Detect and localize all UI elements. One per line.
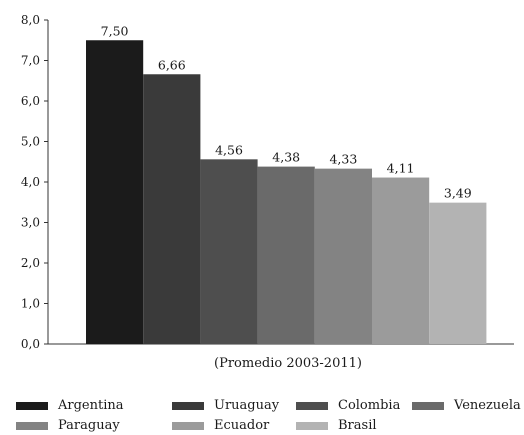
bar-argentina <box>86 40 144 344</box>
bar-colombia <box>200 159 258 344</box>
bar-value-label: 4,11 <box>387 161 415 176</box>
y-tick-label: 3,0 <box>21 216 40 230</box>
value-labels-group: 7,50 6,66 4,56 4,38 4,33 4,11 3,49 <box>101 23 472 200</box>
bar-value-label: 4,38 <box>272 150 300 165</box>
bar-value-label: 3,49 <box>444 186 472 201</box>
bar-uruaguay <box>143 74 201 345</box>
bar-ecuador <box>372 177 430 344</box>
y-tick-label: 2,0 <box>21 256 40 270</box>
y-tick-label: 7,0 <box>21 54 40 68</box>
bar-value-label: 4,33 <box>329 152 357 167</box>
y-tick-label: 6,0 <box>21 94 40 108</box>
bar-venezuela <box>257 166 315 344</box>
y-tick-label: 1,0 <box>21 297 40 311</box>
bar-value-label: 4,56 <box>215 142 243 157</box>
y-tick-label: 4,0 <box>21 175 40 189</box>
bar-value-label: 6,66 <box>158 57 186 72</box>
bar-paraguay <box>314 168 372 344</box>
y-tick-label: 5,0 <box>21 135 40 149</box>
bars-group <box>86 40 487 345</box>
x-axis-title: (Promedio 2003-2011) <box>214 356 362 371</box>
bar-brasil <box>429 202 487 344</box>
y-tick-label: 0,0 <box>21 337 40 351</box>
y-tick-label: 8,0 <box>21 13 40 27</box>
bar-value-label: 7,50 <box>101 23 129 38</box>
